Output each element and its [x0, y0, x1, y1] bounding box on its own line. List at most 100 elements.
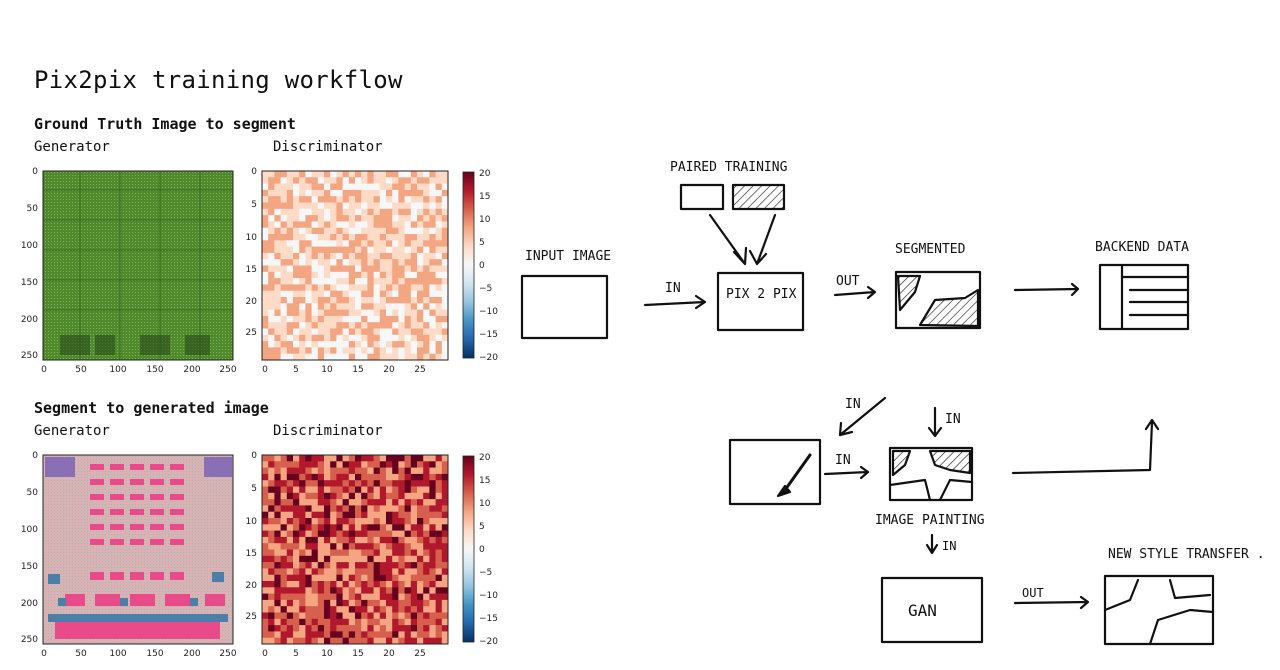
heatmap-cell [398, 315, 405, 323]
heatmap-cell [274, 177, 281, 184]
heatmap-cell [367, 473, 374, 481]
generator-image-1 [42, 170, 234, 361]
heatmap-cell [317, 353, 325, 361]
heatmap-cell [268, 574, 275, 582]
heatmap-cell [361, 524, 368, 531]
heatmap-cell [373, 543, 381, 550]
heatmap-cell [429, 284, 436, 291]
svg-text:−10: −10 [479, 307, 498, 317]
heatmap-cell [305, 612, 312, 620]
heatmap-cell [280, 208, 288, 216]
heatmap-cell [317, 278, 325, 285]
heatmap-cell [348, 202, 356, 210]
heatmap-cell [386, 505, 393, 512]
heatmap-cell [386, 467, 393, 475]
heatmap-cell [386, 555, 393, 563]
svg-text:50: 50 [75, 649, 87, 659]
heatmap-cell [324, 246, 331, 254]
heatmap-cell [342, 499, 350, 506]
heatmap-cell [435, 587, 443, 594]
in-label: IN [942, 539, 956, 553]
heatmap-cell [268, 587, 275, 594]
heatmap-cell [317, 171, 325, 178]
heatmap-cell [379, 492, 387, 500]
heatmap-cell [417, 524, 424, 531]
heatmap-cell [417, 196, 424, 203]
heatmap-cell [361, 284, 368, 291]
heatmap-cell [342, 208, 350, 216]
heatmap-cell [342, 303, 350, 310]
heatmap-cell [342, 618, 350, 626]
svg-text:5: 5 [251, 200, 257, 210]
heatmap-cell [348, 455, 356, 462]
svg-text:0: 0 [251, 167, 257, 177]
heatmap-cell [379, 455, 387, 462]
heatmap-cell [286, 284, 294, 291]
heatmap-cell [274, 543, 281, 550]
heatmap-cell [299, 473, 306, 481]
heatmap-cell [367, 492, 374, 500]
heatmap-cell [336, 227, 343, 235]
heatmap-cell [286, 518, 294, 525]
svg-text:15: 15 [352, 649, 363, 659]
heatmap-cell [429, 303, 436, 310]
heatmap-cell [435, 227, 443, 235]
heatmap-cell [324, 265, 331, 273]
heatmap-cell [386, 290, 393, 298]
heatmap-cell [367, 189, 374, 197]
heatmap-cell [355, 543, 362, 550]
heatmap-cell [423, 486, 430, 494]
heatmap-cell [274, 252, 281, 260]
heatmap-cell [417, 309, 424, 317]
heatmap-cell [417, 297, 424, 304]
heatmap-cell [342, 240, 350, 247]
heatmap-cell [293, 353, 300, 361]
heatmap-cell [429, 240, 436, 247]
heatmap-cell [379, 499, 387, 506]
heatmap-cell [299, 290, 306, 298]
heatmap-cell [286, 606, 294, 613]
heatmap-cell [317, 240, 325, 247]
heatmap-cell [342, 328, 350, 336]
heatmap-cell [280, 347, 288, 354]
heatmap-cell [342, 530, 350, 538]
svg-text:25: 25 [246, 612, 257, 622]
heatmap-cell [373, 486, 381, 494]
heatmap-cell [410, 246, 418, 254]
heatmap-cell [367, 290, 374, 298]
heatmap-cell [348, 612, 356, 620]
heatmap-cell [274, 467, 281, 475]
heatmap-cell [361, 625, 368, 632]
heatmap-cell [311, 334, 319, 342]
heatmap-cell [299, 480, 306, 487]
heatmap-cell [441, 455, 449, 462]
heatmap-cell [305, 290, 312, 298]
segmented-box [894, 270, 982, 330]
y-tick: 100 [21, 241, 38, 251]
heatmap-cell [355, 315, 362, 323]
heatmap-cell [305, 543, 312, 550]
heatmap-cell [392, 240, 399, 247]
heatmap-cell [293, 455, 300, 462]
heatmap-cell [305, 303, 312, 310]
heatmap-cell [441, 574, 449, 582]
heatmap-cell [317, 297, 325, 304]
heatmap-cell [386, 227, 393, 235]
heatmap-cell [404, 234, 412, 241]
heatmap-cell [355, 322, 362, 329]
heatmap-cell [379, 171, 387, 178]
heatmap-cell [311, 234, 319, 241]
heatmap-cell [280, 315, 288, 323]
heatmap-cell [379, 637, 387, 645]
heatmap-cell [311, 625, 319, 632]
heatmap-cell [348, 208, 356, 216]
arrow-icon [1013, 595, 1090, 610]
colorbar-2: 20 15 10 5 0 −5 −10 −15 −20 [462, 453, 498, 647]
heatmap-cell [342, 461, 350, 468]
heatmap-cell [417, 208, 424, 216]
heatmap-cell [435, 315, 443, 323]
heatmap-cell [435, 524, 443, 531]
heatmap-cell [293, 530, 300, 538]
heatmap-cell [367, 278, 374, 285]
heatmap-cell [330, 189, 337, 197]
